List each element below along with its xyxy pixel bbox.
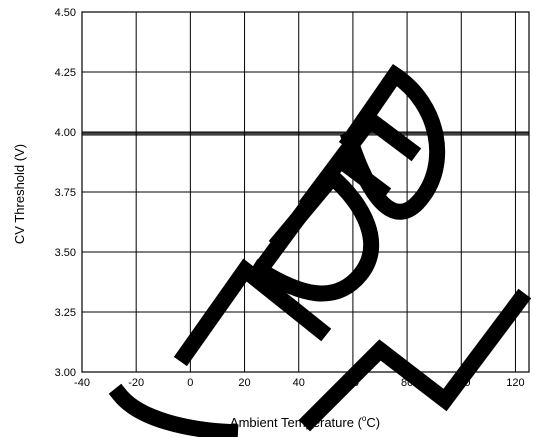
y-tick-label: 3.00 (55, 367, 76, 379)
y-tick-label: 3.75 (55, 187, 76, 199)
x-tick-label: 20 (238, 377, 250, 389)
x-tick-label: -20 (128, 377, 144, 389)
y-tick-label: 3.50 (55, 247, 76, 259)
watermark-n-left (173, 258, 332, 367)
y-axis-title: CV Threshold (V) (12, 144, 27, 244)
x-tick-label: 0 (187, 377, 193, 389)
x-tick-label: 40 (293, 377, 305, 389)
y-tick-label: 4.50 (55, 7, 76, 19)
y-tick-label: 3.25 (55, 307, 76, 319)
x-axis-title: Ambient Temperature (oC) (230, 414, 380, 430)
x-tick-label: 120 (506, 377, 524, 389)
x-axis-title-prefix: Ambient Temperature ( (230, 415, 363, 430)
y-tick-label: 4.25 (55, 67, 76, 79)
watermark-d-left (248, 163, 380, 302)
degree-symbol: o (362, 414, 367, 423)
y-tick-label: 4.00 (55, 127, 76, 139)
plot-frame (81, 11, 530, 373)
x-axis-title-suffix: C) (366, 415, 380, 430)
watermark-n-right (298, 288, 532, 432)
series-lines (82, 132, 529, 136)
y-tick-labels: 4.50 4.25 4.00 3.75 3.50 3.25 3.00 (55, 7, 76, 379)
x-tick-label: -40 (74, 377, 90, 389)
watermark (108, 63, 532, 437)
watermark-d-right (338, 63, 446, 220)
watermark-arc (108, 383, 239, 437)
